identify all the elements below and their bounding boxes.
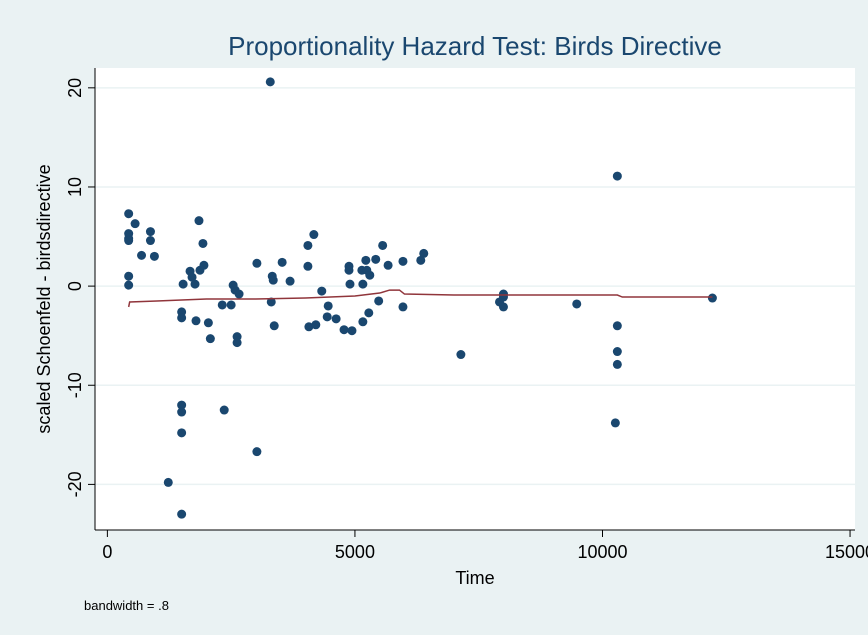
point	[177, 509, 187, 519]
point	[177, 400, 187, 410]
y-tick-label: -20	[65, 471, 85, 497]
point	[277, 257, 287, 267]
point	[252, 258, 262, 268]
point	[252, 447, 262, 457]
point	[199, 260, 209, 270]
point	[323, 301, 333, 311]
point	[612, 171, 622, 181]
point	[194, 216, 204, 226]
y-tick-label: 0	[65, 281, 85, 291]
point	[265, 77, 275, 87]
point	[130, 219, 140, 229]
point	[145, 227, 155, 237]
point	[419, 248, 429, 258]
point	[347, 326, 357, 336]
point	[345, 279, 355, 289]
point	[177, 313, 187, 323]
y-tick-label: -10	[65, 372, 85, 398]
point	[572, 299, 582, 309]
point	[303, 261, 313, 271]
point	[124, 280, 134, 290]
point	[266, 297, 276, 307]
point	[322, 312, 332, 322]
point	[137, 250, 147, 260]
point	[374, 296, 384, 306]
point	[317, 286, 327, 296]
point	[309, 230, 319, 240]
point	[610, 418, 620, 428]
point	[498, 302, 508, 312]
point	[232, 338, 242, 348]
point	[304, 322, 314, 332]
point	[163, 477, 173, 487]
point	[285, 276, 295, 286]
point	[361, 255, 371, 265]
point	[124, 271, 134, 281]
point	[178, 279, 188, 289]
point	[145, 236, 155, 246]
point	[612, 321, 622, 331]
point	[398, 302, 408, 312]
point	[612, 347, 622, 357]
y-tick-label: 10	[65, 177, 85, 197]
point	[190, 279, 200, 289]
point	[358, 317, 368, 327]
point	[219, 405, 229, 415]
point	[124, 209, 134, 219]
point	[498, 289, 508, 299]
point	[707, 293, 717, 303]
point	[268, 275, 278, 285]
point	[124, 236, 134, 246]
point	[226, 300, 236, 310]
x-tick-label: 0	[102, 542, 112, 562]
point	[203, 318, 213, 328]
point	[311, 320, 321, 330]
point	[198, 238, 208, 248]
point	[217, 300, 227, 310]
point	[339, 325, 349, 335]
point	[358, 279, 368, 289]
y-tick-label: 20	[65, 78, 85, 98]
x-tick-label: 10000	[577, 542, 627, 562]
point	[365, 270, 375, 280]
point	[303, 240, 313, 250]
point	[364, 308, 374, 318]
y-axis-label: scaled Schoenfeld - birdsdirective	[34, 164, 54, 433]
point	[177, 407, 187, 417]
lowess-line	[127, 289, 713, 308]
point	[177, 428, 187, 438]
chart-title: Proportionality Hazard Test: Birds Direc…	[228, 31, 722, 61]
x-axis-label: Time	[455, 568, 494, 588]
point	[191, 316, 201, 326]
x-tick-label: 5000	[335, 542, 375, 562]
x-tick-label: 15000	[825, 542, 868, 562]
point	[331, 314, 341, 324]
point	[378, 240, 388, 250]
point	[205, 334, 215, 344]
point	[234, 289, 244, 299]
point	[456, 350, 466, 360]
point	[416, 255, 426, 265]
point	[149, 251, 159, 261]
point	[371, 254, 381, 264]
point	[344, 265, 354, 275]
point	[269, 321, 279, 331]
point	[383, 260, 393, 270]
point	[187, 272, 197, 282]
point	[612, 359, 622, 369]
note: bandwidth = .8	[84, 598, 169, 613]
point	[398, 256, 408, 266]
